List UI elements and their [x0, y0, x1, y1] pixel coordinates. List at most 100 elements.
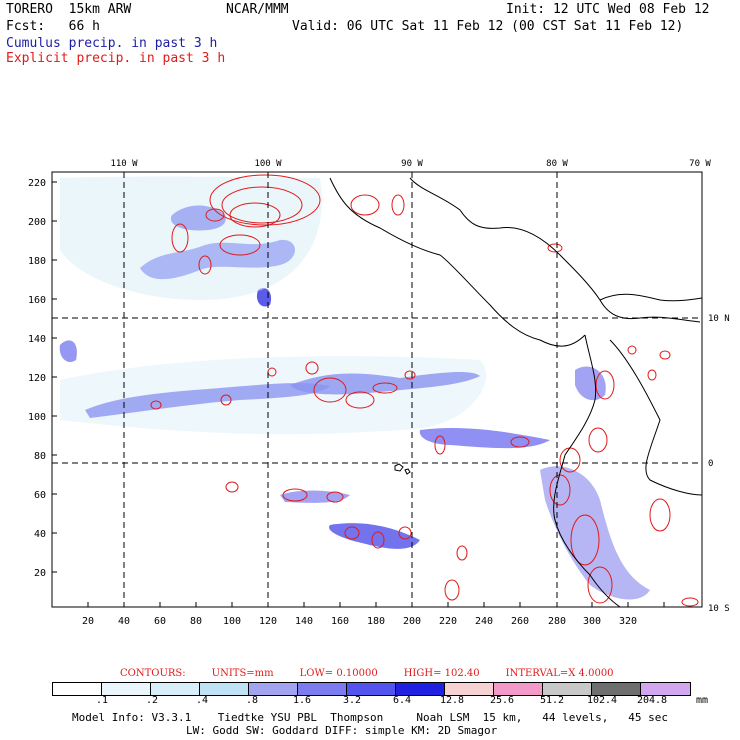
lat-label: 10 N — [708, 314, 730, 324]
contours-low: LOW= 0.10000 — [299, 668, 378, 679]
legend-swatch — [445, 683, 494, 695]
lon-label: 70 W — [689, 159, 711, 169]
model-info-line2: LW: Godd SW: Goddard DIFF: simple KM: 2D… — [186, 724, 498, 737]
y-tick-labels: 20 40 60 80 100 120 140 160 180 200 220 — [28, 178, 46, 579]
lon-label: 100 W — [254, 159, 282, 169]
x-tick-label: 260 — [511, 616, 529, 627]
model-title: TORERO 15km ARW — [6, 2, 132, 17]
lat-label: 0 — [708, 459, 713, 469]
lon-label: 90 W — [401, 159, 423, 169]
x-tick-label: 80 — [190, 616, 202, 627]
explicit-label: Explicit precip. in past 3 h — [6, 51, 226, 66]
y-tick-label: 140 — [28, 334, 46, 345]
lon-label: 110 W — [110, 159, 138, 169]
lon-label: 80 W — [546, 159, 568, 169]
legend-swatch — [543, 683, 592, 695]
valid-time: Valid: 06 UTC Sat 11 Feb 12 (00 CST Sat … — [292, 19, 684, 34]
grid-lines — [52, 172, 702, 607]
legend-swatch — [151, 683, 200, 695]
forecast-hour: Fcst: 66 h — [6, 19, 100, 34]
south-america-interior — [609, 339, 703, 496]
legend-tick-label: .2 — [145, 695, 159, 706]
legend-swatch — [200, 683, 249, 695]
x-tick-label: 200 — [403, 616, 421, 627]
contours-label: CONTOURS: — [120, 668, 186, 679]
legend-swatch — [53, 683, 102, 695]
contours-high: HIGH= 102.40 — [403, 668, 480, 679]
cumulus-blob-140 — [59, 340, 77, 363]
legend-swatch — [641, 683, 690, 695]
x-tick-label: 60 — [154, 616, 166, 627]
x-tick-label: 20 — [82, 616, 94, 627]
cumulus-band-110 — [85, 383, 330, 418]
y-tick-label: 180 — [28, 256, 46, 267]
legend-swatch — [298, 683, 347, 695]
y-tick-label: 220 — [28, 178, 46, 189]
x-tick-label: 300 — [583, 616, 601, 627]
x-tick-label: 120 — [259, 616, 277, 627]
x-tick-label: 240 — [475, 616, 493, 627]
legend-tick-label: 25.6 — [489, 695, 515, 706]
contour-info: CONTOURS: UNITS=mm LOW= 0.10000 HIGH= 102.4… — [120, 668, 640, 679]
coastlines — [329, 177, 703, 608]
y-tick-label: 20 — [34, 568, 46, 579]
y-tick-label: 60 — [34, 490, 46, 501]
legend-tick-label: 1.6 — [292, 695, 312, 706]
x-tick-label: 280 — [548, 616, 566, 627]
precip-shading — [59, 176, 650, 600]
y-tick-label: 120 — [28, 373, 46, 384]
light-precip-nw — [60, 176, 322, 300]
center-name: NCAR/MMM — [226, 2, 289, 17]
x-tick-label: 140 — [295, 616, 313, 627]
cumulus-band-50 — [280, 490, 350, 503]
color-legend — [52, 682, 691, 696]
cumulus-coast — [575, 366, 606, 401]
y-tick-label: 160 — [28, 295, 46, 306]
x-tick-label: 40 — [118, 616, 130, 627]
contours-interval: INTERVAL=X 4.0000 — [505, 668, 614, 679]
x-tick-label: 180 — [367, 616, 385, 627]
legend-tick-label: 102.4 — [586, 695, 618, 706]
y-tick-label: 40 — [34, 529, 46, 540]
legend-tick-label: 204.8 — [636, 695, 668, 706]
caribbean-coast — [599, 293, 703, 302]
x-tick-label: 320 — [619, 616, 637, 627]
yucatan-coast — [409, 177, 701, 323]
init-time: Init: 12 UTC Wed 08 Feb 12 — [506, 2, 710, 17]
light-precip-central — [60, 356, 487, 435]
model-info-line1: Model Info: V3.3.1 Tiedtke YSU PBL Thomp… — [72, 711, 669, 724]
legend-swatch — [592, 683, 641, 695]
legend-swatch — [347, 683, 396, 695]
legend-tick-label: 6.4 — [392, 695, 412, 706]
legend-tick-label: 51.2 — [539, 695, 565, 706]
mexico-coast — [329, 177, 586, 347]
x-tick-labels: 20 40 60 80 100 120 140 160 180 200 220 … — [82, 616, 637, 627]
right-lat-labels: 10 N 0 10 S — [708, 314, 730, 614]
legend-swatch — [249, 683, 298, 695]
cumulus-band-80 — [419, 428, 550, 449]
x-tick-label: 160 — [331, 616, 349, 627]
explicit-precip-contours — [150, 174, 699, 607]
legend-swatch — [494, 683, 543, 695]
x-tick-label: 220 — [439, 616, 457, 627]
y-tick-label: 100 — [28, 412, 46, 423]
cumulus-band-40 — [329, 523, 420, 549]
legend-ticks: .1 .2 .4 .8 1.6 3.2 6.4 12.8 25.6 51.2 102.4 204.8 — [52, 695, 702, 707]
x-tick-label: 100 — [223, 616, 241, 627]
south-america-west-coast — [553, 334, 621, 608]
contours-units: UNITS=mm — [211, 668, 274, 679]
y-tick-label: 80 — [34, 451, 46, 462]
galapagos — [394, 463, 411, 475]
y-tick-label: 200 — [28, 217, 46, 228]
legend-swatch — [396, 683, 445, 695]
top-lon-labels: 110 W 100 W 90 W 80 W 70 W — [110, 159, 711, 169]
legend-tick-label: .8 — [245, 695, 259, 706]
legend-tick-label: .1 — [95, 695, 109, 706]
legend-units: mm — [696, 695, 709, 706]
frame-ticks — [52, 181, 665, 607]
lat-label: 10 S — [708, 604, 730, 614]
legend-tick-label: .4 — [195, 695, 209, 706]
legend-swatch — [102, 683, 151, 695]
legend-tick-label: 12.8 — [439, 695, 465, 706]
